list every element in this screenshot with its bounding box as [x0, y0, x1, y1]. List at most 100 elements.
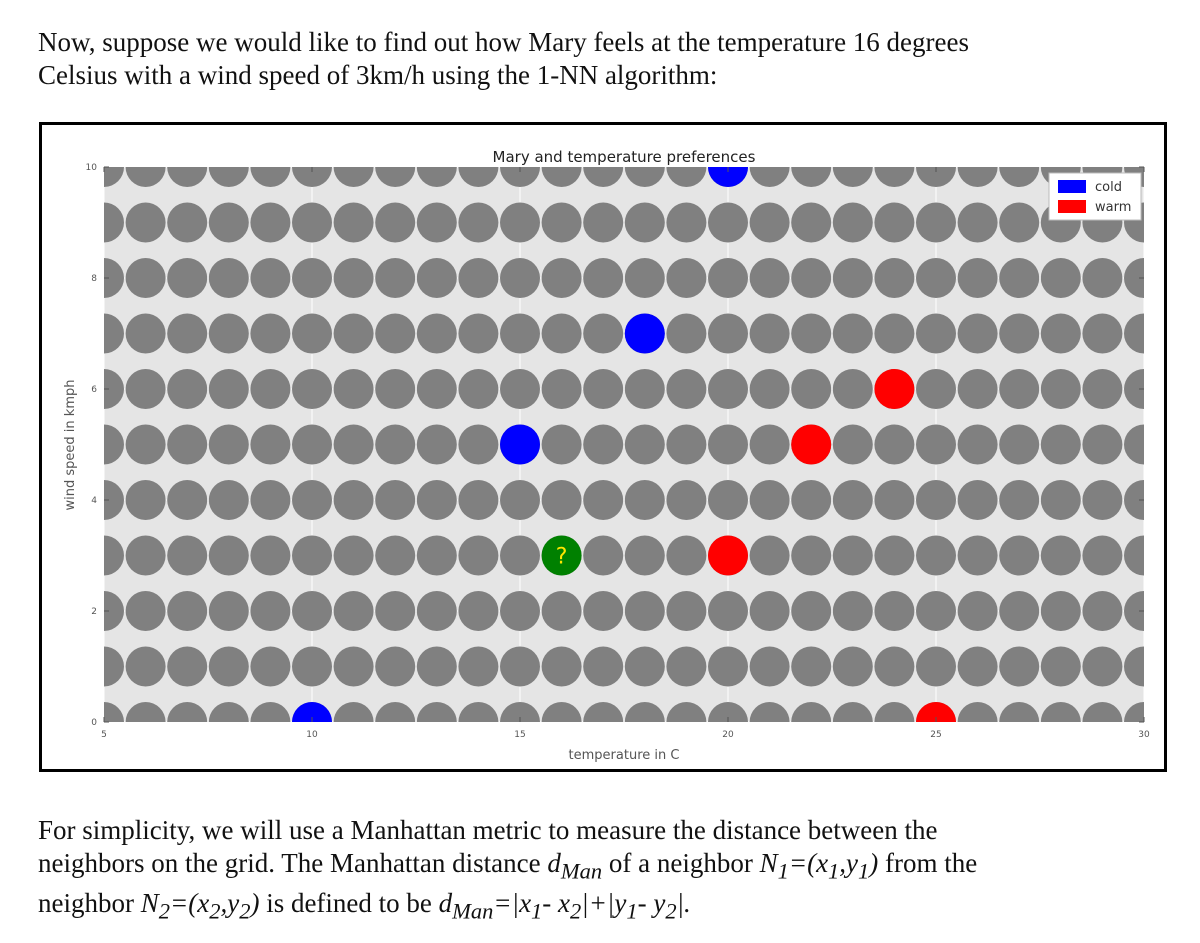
y-tick-label: 4: [91, 496, 97, 506]
grid-point: [1082, 535, 1123, 576]
grid-point: [1040, 480, 1081, 520]
grid-point: [749, 702, 790, 722]
grid-point: [125, 202, 166, 243]
grid-point: [749, 167, 790, 187]
legend-label-cold: cold: [1095, 180, 1122, 195]
grid-point: [541, 369, 582, 409]
grid-point: [208, 369, 249, 409]
grid-point: [1040, 258, 1081, 298]
grid-point: [916, 480, 956, 520]
grid-point: [250, 702, 291, 722]
grid-point: [125, 591, 166, 631]
grid-point: [1040, 369, 1081, 409]
grid-point: [208, 646, 249, 687]
grid-point: [1040, 313, 1081, 354]
grid-point: [666, 369, 707, 409]
grid-point: [333, 313, 374, 354]
grid-point: [999, 167, 1040, 187]
grid-point: [708, 313, 748, 354]
grid-point: [583, 591, 624, 631]
grid-point: [167, 591, 208, 631]
grid-point: [104, 646, 124, 687]
grid-point: [999, 202, 1040, 243]
grid-point: [208, 313, 249, 354]
grid-point: [416, 702, 457, 722]
grid-point: [583, 258, 624, 298]
chart-figure: ? 5 10 15 20 25 30 0 2 4 6 8 10 Mary and temperatur…: [39, 122, 1167, 772]
grid-point: [832, 258, 873, 298]
grid-point: [458, 535, 499, 576]
grid-point: [999, 591, 1040, 631]
grid-point: [1124, 480, 1144, 520]
grid-point: [832, 424, 873, 465]
grid-point: [832, 480, 873, 520]
grid-point: [500, 591, 540, 631]
grid-point: [416, 480, 457, 520]
grid-point: [624, 167, 665, 187]
grid-point: [416, 313, 457, 354]
n1-definition: N1=(x1,y1): [759, 848, 879, 884]
grid-point: [916, 313, 956, 354]
grid-point: [957, 591, 998, 631]
grid-point: [416, 167, 457, 187]
grid-point: [541, 591, 582, 631]
grid-point: [104, 202, 124, 243]
grid-point: [125, 313, 166, 354]
intro-paragraph: Now, suppose we would like to find out h…: [38, 26, 1168, 92]
outro-paragraph: For simplicity, we will use a Manhattan …: [38, 815, 978, 924]
grid-point: [749, 313, 790, 354]
grid-point: [749, 369, 790, 409]
grid-point: [832, 535, 873, 576]
grid-point: [1082, 646, 1123, 687]
grid-point: [250, 313, 291, 354]
grid-point: [416, 535, 457, 576]
grid-point: [832, 313, 873, 354]
grid-point: [791, 480, 832, 520]
grid-point: [1124, 702, 1144, 722]
grid-point: [624, 369, 665, 409]
grid-point: [791, 535, 832, 576]
grid-point: [832, 369, 873, 409]
grid-point: [500, 313, 540, 354]
grid-point: [1124, 646, 1144, 687]
grid-point: [167, 424, 208, 465]
grid-point: [708, 702, 748, 722]
grid-point: [874, 258, 915, 298]
x-tick-label: 15: [514, 730, 525, 740]
grid-point: [416, 646, 457, 687]
grid-point: [1040, 646, 1081, 687]
legend-swatch-warm: [1058, 200, 1086, 213]
grid-point: [624, 591, 665, 631]
grid-point: [874, 646, 915, 687]
grid-point: [1082, 480, 1123, 520]
x-tick-label: 10: [306, 730, 318, 740]
grid-point: [208, 480, 249, 520]
grid-point: [916, 258, 956, 298]
grid-point: [957, 369, 998, 409]
data-point-warm: [708, 535, 748, 576]
grid-point: [708, 591, 748, 631]
grid-point: [832, 202, 873, 243]
grid-point: [832, 591, 873, 631]
series-points: [292, 167, 956, 722]
x-tick-label: 20: [722, 730, 734, 740]
grid-point: [375, 313, 416, 354]
grid-point: [1082, 591, 1123, 631]
grid-point: [999, 646, 1040, 687]
grid-point: [916, 535, 956, 576]
grid-point: [333, 167, 374, 187]
grid-point: [1040, 591, 1081, 631]
grid-point: [500, 167, 540, 187]
grid-point: [749, 480, 790, 520]
grid-point: [916, 202, 956, 243]
grid-point: [791, 313, 832, 354]
grid-point: [874, 424, 915, 465]
background-grid-points: [104, 167, 1144, 722]
grid-point: [416, 369, 457, 409]
grid-point: [333, 424, 374, 465]
grid-point: [333, 702, 374, 722]
grid-point: [541, 702, 582, 722]
grid-point: [375, 480, 416, 520]
grid-point: [749, 646, 790, 687]
grid-point: [104, 369, 124, 409]
